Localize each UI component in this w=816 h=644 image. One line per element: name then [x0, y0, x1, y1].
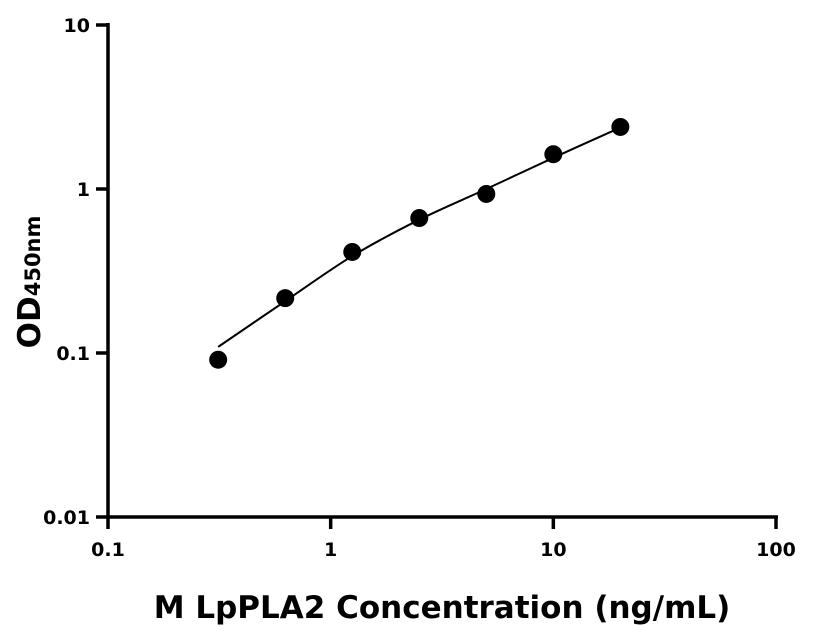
y-axis-label-main: OD [12, 296, 48, 348]
y-tick-label: 1 [77, 179, 90, 201]
data-point [410, 209, 429, 228]
y-axis-label: OD450nm [12, 216, 48, 349]
x-tick-label: 0.1 [91, 539, 125, 561]
data-point [276, 289, 295, 308]
y-tick-label: 10 [64, 15, 90, 37]
y-tick-label: 0.1 [56, 343, 90, 365]
data-point [209, 350, 228, 369]
x-tick-label: 1 [324, 539, 337, 561]
y-tick-label: 0.01 [43, 507, 90, 529]
data-point [343, 242, 362, 261]
fit-curve [217, 126, 621, 348]
x-tick-label: 100 [756, 539, 796, 561]
y-axis-label-sub: 450nm [21, 216, 45, 297]
data-point [477, 184, 496, 203]
data-points [209, 117, 630, 369]
x-tick-label: 10 [540, 539, 566, 561]
data-point [611, 117, 630, 136]
data-point [544, 145, 563, 164]
x-axis-label: M LpPLA2 Concentration (ng/mL) [154, 590, 731, 626]
